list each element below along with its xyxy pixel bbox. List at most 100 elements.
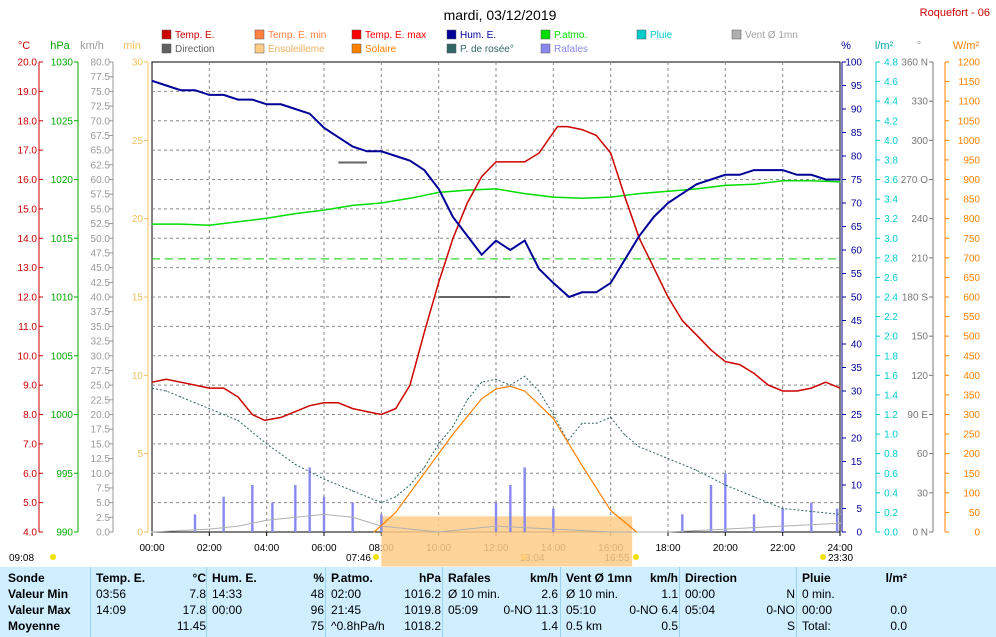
humidity-line-point (366, 150, 368, 152)
solar-axis-tick-label: 50 (969, 508, 981, 519)
rain-axis-tick-label: 1.8 (884, 351, 898, 362)
sun-mark-icon (373, 554, 379, 560)
temperature-line-point (538, 152, 540, 154)
gust-bar (251, 485, 254, 532)
humidity-line-point (524, 240, 526, 242)
summary-value: N (786, 587, 795, 601)
summary-separator (442, 567, 443, 637)
pressure-line-point (753, 183, 755, 185)
solar-line-point (495, 388, 497, 390)
time-axis-tick-label: 00:00 (139, 543, 164, 554)
dew-point-line-point (524, 375, 526, 377)
legend-swatch (254, 29, 265, 40)
temperature-line-point (524, 161, 526, 163)
solar-line-point (581, 464, 583, 467)
solar-axis-tick-label: 750 (963, 234, 980, 245)
direction-axis-tick-label: 0 N (912, 528, 928, 539)
wind-axis-tick-label: 47.5 (91, 248, 111, 259)
wind-axis-tick-label: 40.0 (91, 293, 111, 304)
legend-label: Temp. E. min (268, 30, 326, 41)
temp-axis-tick-label: 13.0 (18, 263, 38, 274)
rain-axis-tick-label: 0.2 (884, 508, 898, 519)
wind-axis-tick-label: 37.5 (91, 307, 111, 318)
temp-axis-tick-label: 12.0 (18, 293, 38, 304)
temperature-line-point (552, 131, 554, 134)
temperature-line-point (681, 319, 683, 322)
temperature-line-point (810, 387, 812, 389)
temperature-line-point (352, 408, 354, 410)
solar-axis-tick-label: 100 (963, 488, 980, 499)
dew-point-line-point (810, 510, 812, 513)
minutes-axis-tick-label: 0 (137, 528, 143, 539)
humidity-line-point (466, 235, 468, 237)
summary-cell: 02:00 (331, 587, 362, 601)
wind-axis-tick-label: 30.0 (91, 351, 111, 362)
wind-avg-line-point (237, 525, 239, 527)
solar-line-point (635, 531, 638, 533)
summary-value: 0.0 (890, 619, 907, 633)
summary-cell: 05:09 (448, 603, 479, 617)
temp-axis-tick-label: 9.0 (23, 381, 37, 392)
humidity-axis-tick-label: 15 (851, 457, 863, 468)
wind-avg-line-point (610, 531, 612, 533)
solar-axis-tick-label: 1050 (958, 116, 981, 127)
rain-axis-tick-label: 1.4 (884, 390, 898, 401)
legend-swatch (540, 43, 551, 54)
wind-axis-tick-label: 45.0 (91, 263, 111, 274)
sun-mark-icon (633, 554, 639, 560)
solar-line-point (373, 531, 375, 533)
direction-axis-tick-label: 330 (911, 97, 928, 108)
summary-cell: Rafales (448, 571, 491, 585)
humidity-line-point (782, 169, 784, 171)
solar-line-point (524, 390, 526, 392)
solar-axis-tick-label: 300 (963, 410, 980, 421)
minutes-axis-tick-label: 10 (132, 371, 144, 382)
wind-avg-line-point (667, 531, 669, 533)
rain-axis-tick-label: 0.4 (884, 488, 898, 499)
summary-value: km/h (529, 571, 558, 585)
humidity-line-point (395, 155, 397, 157)
summary-value: 11.45 (176, 619, 206, 633)
wind-axis-tick-label: 42.5 (91, 278, 111, 289)
summary-value: 1018.2 (404, 619, 441, 633)
summary-value: 0.5 (661, 619, 678, 633)
summary-value: km/h (649, 571, 678, 585)
temperature-line-point (753, 372, 755, 374)
summary-cell: 0 min. (802, 587, 835, 601)
humidity-line-point (624, 258, 626, 260)
pressure-line-point (294, 212, 296, 215)
humidity-line-point (638, 235, 640, 237)
dew-point-line-point (495, 378, 497, 380)
wind-avg-line-point (438, 531, 440, 533)
summary-cell: Temp. E. (96, 571, 146, 585)
temp-axis-tick-label: 14.0 (18, 234, 38, 245)
gust-bar (781, 508, 784, 532)
legend: Temp. E. Temp. E. min Temp. E. max Hum. E. P… (161, 29, 798, 55)
wind-avg-line-point (839, 522, 841, 524)
wind-axis-tick-label: 2.5 (96, 513, 110, 524)
direction-axis-tick-label: 150 (911, 332, 928, 343)
pressure-line-point (724, 184, 726, 186)
humidity-line-point (681, 193, 683, 195)
temperature-line-point (309, 405, 311, 407)
wind-axis-tick-label: 67.5 (91, 131, 111, 142)
direction-axis-tick-label: 120 (911, 371, 928, 382)
temp-axis-tick-label: 19.0 (18, 87, 38, 98)
direction-axis-tick-label: 90 E (907, 410, 928, 421)
wind-unit-label: km/h (80, 40, 104, 52)
chart-title: mardi, 03/12/2019 (444, 7, 557, 23)
pressure-line-point (552, 196, 554, 198)
summary-value: hPa (418, 571, 441, 585)
temperature-line-point (151, 381, 153, 383)
solar-axis-tick-label: 1200 (958, 58, 981, 69)
temperature-line-point (452, 237, 454, 239)
rain-axis-tick-label: 1.6 (884, 371, 898, 382)
humidity-axis-tick-label: 40 (851, 340, 863, 351)
pressure-axis-tick-label: 1005 (51, 351, 74, 362)
gust-bar (552, 508, 555, 532)
temperature-line-point (825, 381, 827, 383)
solar-axis-tick-label: 450 (963, 351, 980, 362)
humidity-line-point (825, 178, 827, 181)
temp-axis-tick-label: 15.0 (18, 204, 38, 215)
humidity-axis-tick-label: 100 (845, 58, 862, 69)
